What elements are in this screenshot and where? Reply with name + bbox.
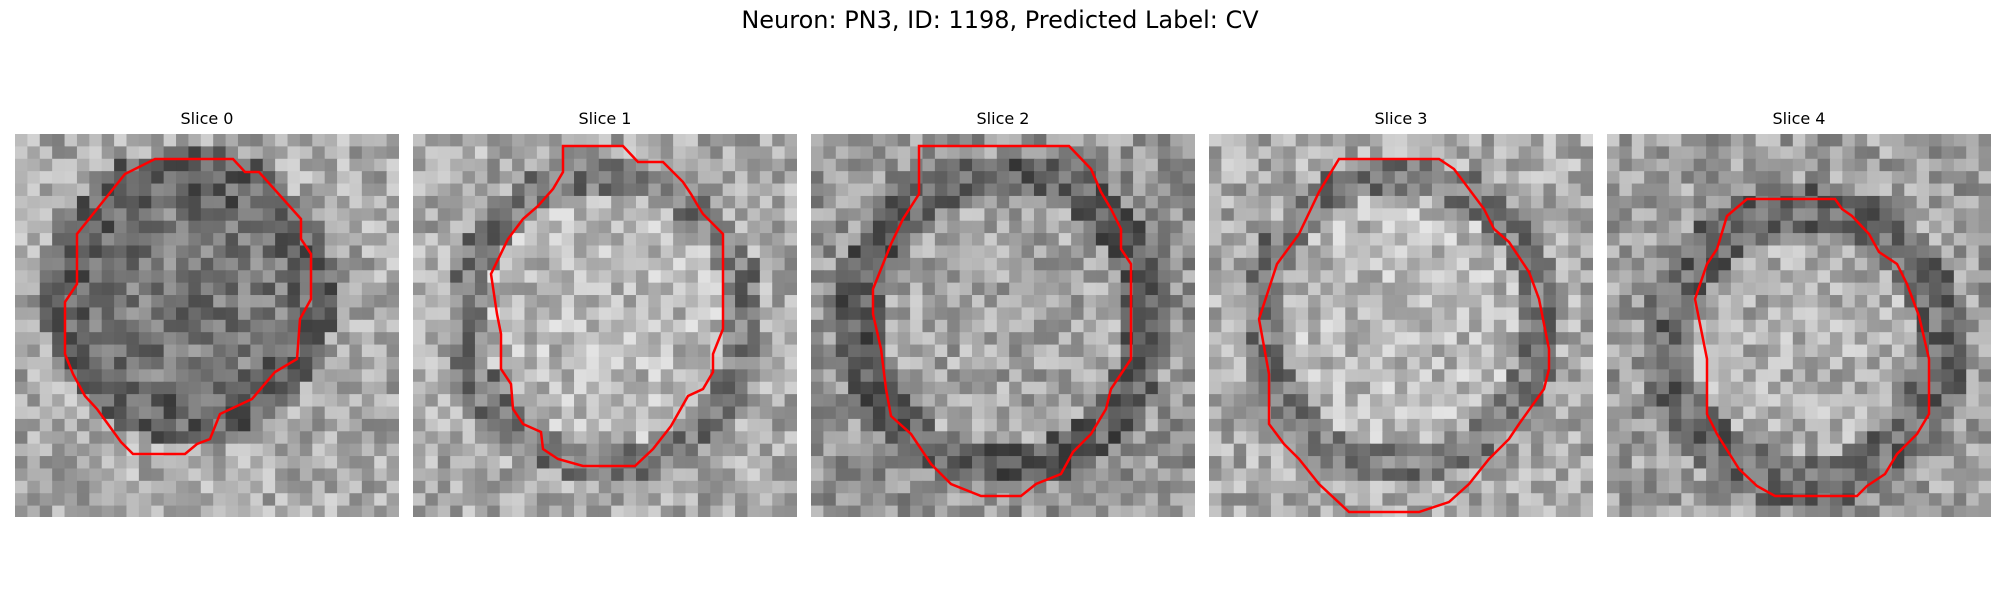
contour-outline-0: [63, 157, 313, 456]
slice-title-4: Slice 4: [1772, 109, 1826, 128]
slice-title-1: Slice 1: [578, 109, 632, 128]
pixel-grid-3: [1209, 134, 1593, 517]
pixel-grid-4: [1607, 134, 1991, 517]
contour-outline-2: [871, 144, 1133, 498]
slice-title-3: Slice 3: [1374, 109, 1428, 128]
contour-outline-1: [489, 144, 725, 468]
pixel-grid-0: [15, 134, 399, 517]
figure-title: Neuron: PN3, ID: 1198, Predicted Label: …: [741, 6, 1259, 34]
slice-image-2: [811, 134, 1195, 517]
slice-image-1: [413, 134, 797, 517]
slice-image-3: [1209, 134, 1593, 517]
slice-image-0: [15, 134, 399, 517]
contour-outline-3: [1257, 157, 1551, 514]
pixel-grid-2: [811, 134, 1195, 517]
pixel-grid-1: [413, 134, 797, 517]
slice-title-2: Slice 2: [976, 109, 1030, 128]
slice-image-4: [1607, 134, 1991, 517]
slice-title-0: Slice 0: [180, 109, 234, 128]
contour-outline-4: [1693, 197, 1931, 498]
